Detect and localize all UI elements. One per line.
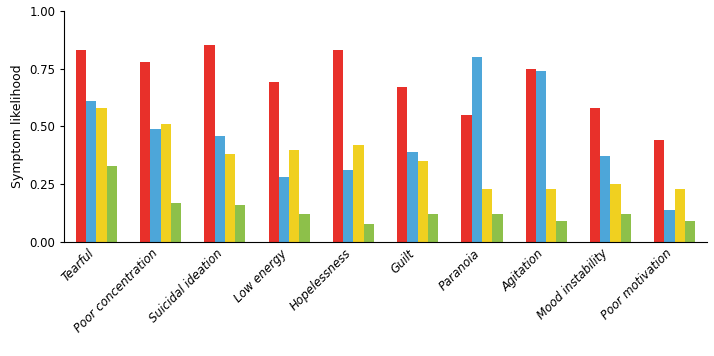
Bar [161,124,171,242]
Bar [333,50,343,242]
Bar [461,115,472,242]
Bar [289,150,299,242]
Bar [546,189,556,242]
Bar [96,108,106,242]
Bar [685,221,695,242]
Bar [472,57,482,242]
Bar [620,214,631,242]
Bar [353,145,363,242]
Bar [536,71,546,242]
Bar [590,108,600,242]
Bar [140,62,151,242]
Y-axis label: Symptom likelihood: Symptom likelihood [11,64,24,188]
Bar [492,214,503,242]
Bar [556,221,567,242]
Bar [225,154,235,242]
Bar [343,171,353,242]
Bar [106,166,117,242]
Bar [363,224,374,242]
Bar [428,214,438,242]
Bar [600,157,610,242]
Bar [397,87,408,242]
Bar [76,50,86,242]
Bar [279,177,289,242]
Bar [171,203,181,242]
Bar [151,129,161,242]
Bar [299,214,310,242]
Bar [235,205,246,242]
Bar [418,161,428,242]
Bar [408,152,418,242]
Bar [675,189,685,242]
Bar [526,68,536,242]
Bar [665,210,675,242]
Bar [654,140,665,242]
Bar [268,83,279,242]
Bar [86,101,96,242]
Bar [482,189,492,242]
Bar [610,184,620,242]
Bar [215,136,225,242]
Bar [204,45,215,242]
